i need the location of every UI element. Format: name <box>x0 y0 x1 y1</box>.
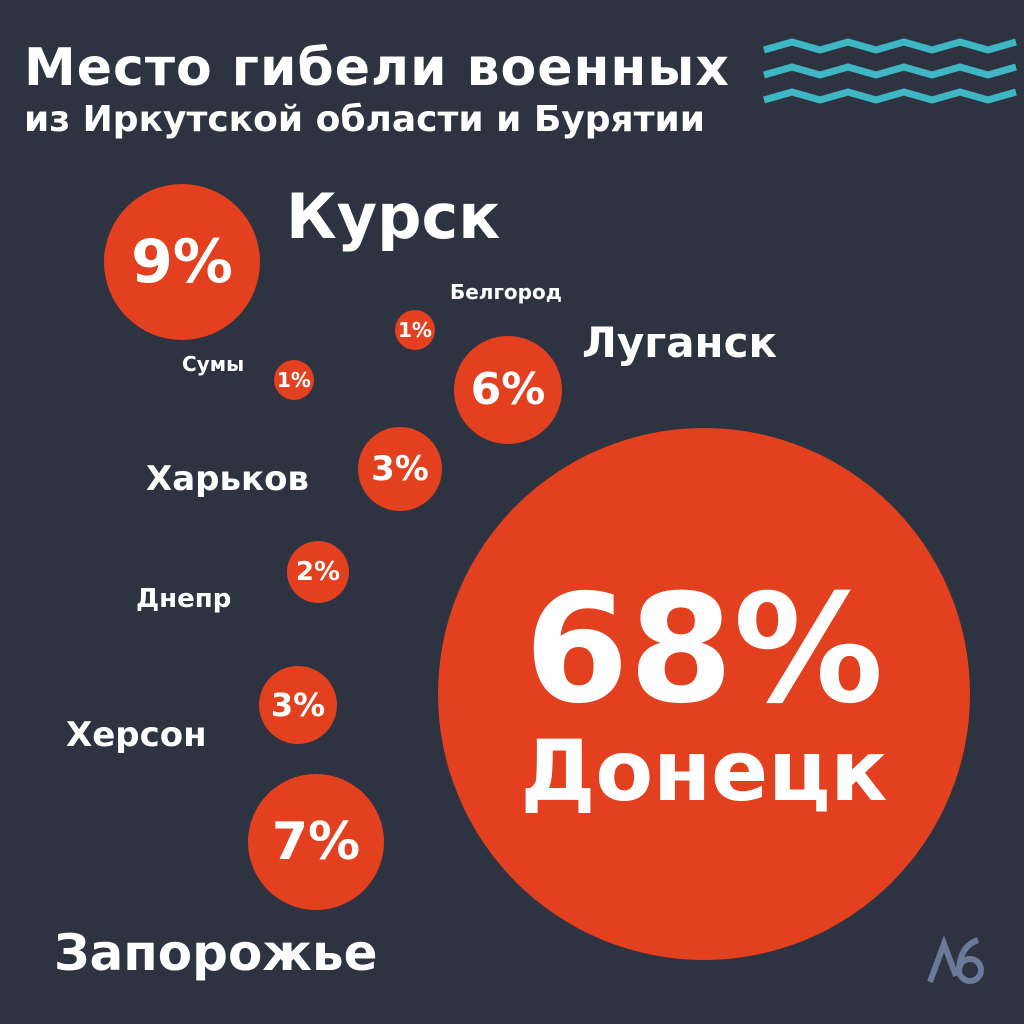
bubble-value-label: 68% <box>524 563 884 737</box>
region-label: Днепр <box>136 584 232 614</box>
bubble-6: 2% <box>287 541 349 603</box>
bubble-value-label: 1% <box>398 318 432 342</box>
bubble-4: 3% <box>358 427 442 511</box>
page-subtitle: из Иркутской области и Бурятии <box>24 99 705 140</box>
bubble-value-label: 9% <box>131 227 233 297</box>
bubble-value-label: 2% <box>295 557 341 587</box>
bubble-value-label: 1% <box>277 368 311 392</box>
bubble-7: 1% <box>395 310 435 350</box>
zigzag-waves-icon <box>763 38 1017 104</box>
region-label: Луганск <box>582 318 777 367</box>
region-label: Курск <box>286 180 501 253</box>
region-label: Сумы <box>182 352 245 376</box>
bubble-0: 68% Донецк <box>438 428 970 960</box>
page-title: Место гибели военных <box>24 38 730 98</box>
region-label: Запорожье <box>54 924 378 982</box>
publisher-logo-icon <box>927 935 984 984</box>
bubble-3: 6% <box>454 336 562 444</box>
region-label: Харьков <box>146 459 309 499</box>
bubble-8: 1% <box>274 360 314 400</box>
region-label: Донецк <box>520 722 888 820</box>
bubble-value-label: 3% <box>270 686 326 724</box>
bubble-value-label: 3% <box>371 449 429 489</box>
bubble-value-label: 6% <box>470 364 546 415</box>
bubble-1: 9% <box>104 184 260 340</box>
bubble-5: 3% <box>259 666 337 744</box>
region-label: Белгород <box>450 280 562 304</box>
bubble-value-label: 7% <box>271 812 361 872</box>
bubble-2: 7% <box>248 774 384 910</box>
region-label: Херсон <box>66 715 207 755</box>
